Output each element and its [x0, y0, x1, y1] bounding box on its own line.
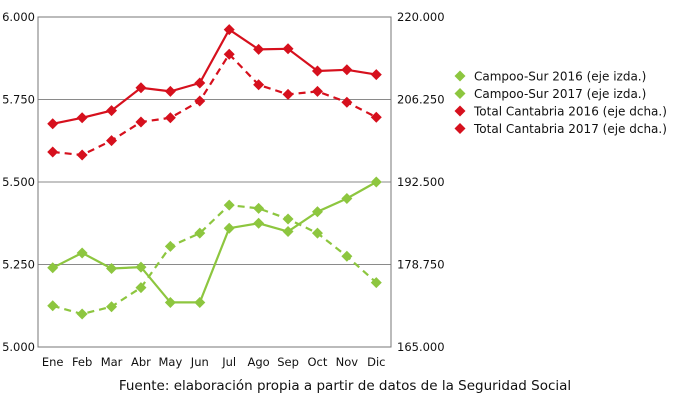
data-point	[311, 65, 323, 77]
data-point	[47, 262, 59, 274]
data-point	[223, 48, 235, 60]
data-point	[341, 64, 353, 76]
data-point	[47, 146, 59, 158]
x-tick-label: Dic	[367, 355, 385, 369]
series-2	[47, 48, 382, 161]
data-point	[194, 296, 206, 308]
y-right-tick-label: 220.000	[397, 10, 445, 24]
data-point	[311, 206, 323, 218]
data-point	[76, 112, 88, 124]
data-point	[135, 261, 147, 273]
data-point	[106, 135, 118, 147]
series-line	[52, 181, 377, 304]
x-tick-label: Jun	[190, 355, 209, 369]
x-tick-label: Jul	[221, 355, 236, 369]
data-point	[341, 193, 353, 204]
data-point	[223, 222, 235, 234]
data-point	[135, 282, 147, 294]
x-tick-label: Abr	[131, 355, 151, 369]
x-tick-label: Oct	[308, 355, 328, 369]
legend-marker	[454, 70, 466, 82]
data-point	[106, 262, 118, 274]
y-left-tick-label: 5.750	[2, 93, 35, 107]
y-left-tick-label: 5.500	[2, 175, 35, 189]
x-tick-label: Feb	[72, 355, 92, 369]
legend-marker	[454, 88, 466, 99]
data-point	[223, 199, 235, 211]
x-tick-label: Ago	[248, 355, 270, 369]
data-point	[47, 118, 59, 130]
data-point	[282, 43, 294, 55]
data-point	[135, 116, 147, 128]
data-point	[194, 95, 206, 107]
data-point	[253, 202, 265, 214]
y-left-tick-label: 5.250	[2, 258, 35, 272]
data-point	[194, 227, 206, 239]
grid-layer	[38, 16, 391, 348]
data-point	[164, 85, 176, 97]
source-note: Fuente: elaboración propia a partir de d…	[118, 378, 572, 394]
x-tick-label: May	[158, 355, 182, 369]
data-point	[106, 105, 118, 117]
data-point	[370, 111, 382, 123]
plot-frame	[37, 16, 392, 348]
data-point	[282, 88, 294, 100]
data-point	[223, 24, 235, 36]
data-point	[341, 250, 353, 262]
data-point	[282, 213, 294, 225]
legend: Campoo-Sur 2016 (eje izda.) Campoo-Sur 20…	[454, 70, 667, 136]
legend-label: Total Cantabria 2016 (eje dcha.)	[473, 105, 667, 119]
data-point	[370, 176, 382, 188]
data-point	[341, 96, 353, 108]
series-layer	[47, 24, 382, 320]
data-point	[311, 227, 323, 239]
y-right-tick-label: 165.000	[397, 340, 445, 354]
x-tick-label: Mar	[101, 355, 123, 369]
legend-label: Campoo-Sur 2016 (eje izda.)	[474, 70, 646, 84]
y-left-tick-label: 6.000	[2, 10, 35, 24]
y-right-tick-label: 178.750	[397, 258, 445, 272]
data-point	[370, 69, 382, 81]
data-point	[370, 277, 382, 289]
data-point	[253, 43, 265, 55]
series-0	[47, 199, 382, 320]
data-point	[194, 77, 206, 89]
data-point	[164, 296, 176, 308]
series-1	[47, 176, 382, 308]
data-point	[76, 247, 88, 259]
data-point	[47, 300, 59, 312]
data-point	[76, 308, 88, 320]
y-right-tick-label: 206.250	[397, 93, 445, 107]
data-point	[76, 149, 88, 161]
x-tick-label: Sep	[277, 355, 299, 369]
data-point	[106, 301, 118, 313]
data-point	[164, 240, 176, 252]
data-point	[311, 85, 323, 97]
series-line	[52, 203, 378, 316]
y-right-tick-label: 192.500	[397, 175, 445, 189]
data-point	[282, 226, 294, 237]
legend-label: Campoo-Sur 2017 (eje izda.)	[474, 87, 646, 101]
legend-marker	[454, 105, 466, 117]
series-line	[52, 28, 377, 125]
data-point	[253, 79, 265, 91]
data-point	[164, 112, 176, 124]
series-line	[52, 52, 377, 157]
data-point	[135, 82, 147, 94]
tick-layer: 5.000 5.250 5.500 5.750 6.000 165.000 178.750 1…	[2, 10, 445, 369]
x-tick-label: Ene	[42, 355, 64, 369]
legend-marker	[454, 123, 466, 134]
series-3	[47, 24, 382, 130]
data-point	[253, 217, 265, 229]
legend-label: Total Cantabria 2017 (eje dcha.)	[473, 122, 667, 136]
x-tick-label: Nov	[336, 355, 359, 369]
y-left-tick-label: 5.000	[2, 340, 35, 354]
